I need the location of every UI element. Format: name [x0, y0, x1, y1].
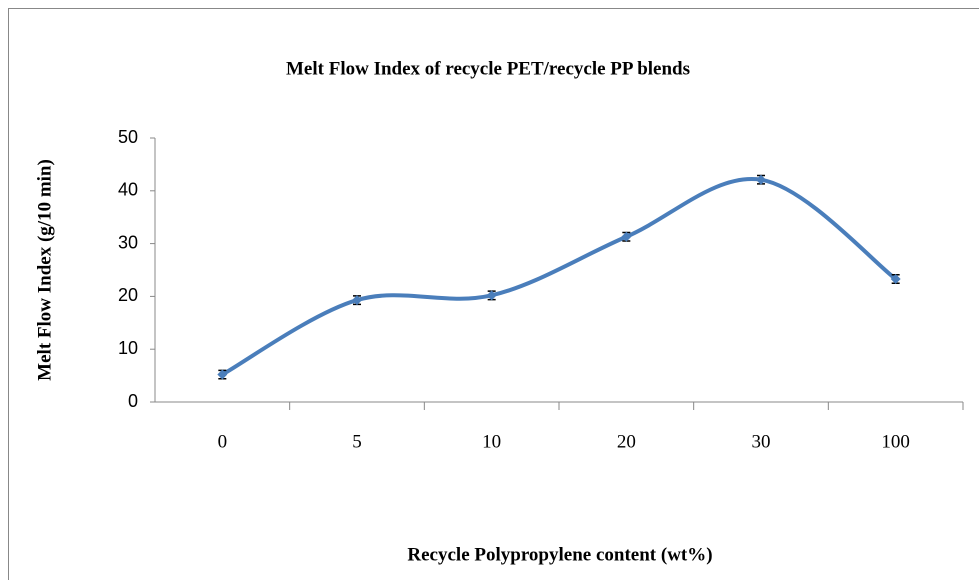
- x-tick-label: 0: [218, 431, 228, 452]
- x-tick-label: 20: [617, 431, 636, 452]
- chart-title: Melt Flow Index of recycle PET/recycle P…: [286, 58, 690, 79]
- x-tick-label: 100: [881, 431, 910, 452]
- y-tick-label: 0: [128, 391, 138, 411]
- data-point: [756, 174, 766, 185]
- y-tick-label: 40: [118, 180, 138, 200]
- data-point: [486, 290, 497, 301]
- x-tick-label: 30: [752, 431, 771, 452]
- data-point: [217, 369, 228, 380]
- y-tick-label: 50: [118, 127, 138, 147]
- data-point: [352, 295, 362, 306]
- y-tick-label: 20: [118, 285, 138, 305]
- x-axis-title: Recycle Polypropylene content (wt%): [407, 544, 712, 565]
- data-point: [890, 273, 901, 284]
- y-axis-title: Melt Flow Index (g/10 min): [34, 159, 55, 381]
- y-tick-label: 10: [118, 338, 138, 358]
- data-point: [621, 231, 632, 242]
- x-tick-label: 10: [482, 431, 501, 452]
- y-tick-label: 30: [118, 232, 138, 252]
- series-line: [221, 176, 897, 377]
- x-tick-label: 5: [352, 431, 362, 452]
